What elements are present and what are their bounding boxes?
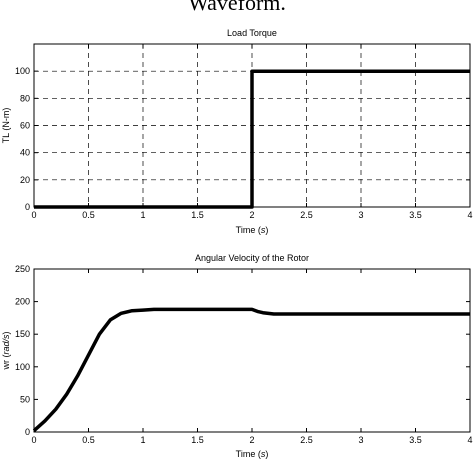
y-tick-label: 0 [25, 427, 30, 437]
y-tick-label: 250 [15, 264, 30, 274]
plot-frame [33, 268, 471, 433]
x-tick-label: 0.5 [82, 435, 95, 445]
data-series [32, 307, 470, 433]
x-tick-label: 1.5 [191, 435, 204, 445]
x-tick-label: 0.5 [82, 210, 95, 220]
x-tick-label: 1.5 [191, 210, 204, 220]
x-axis-label: Time (s) [236, 449, 269, 459]
y-tick-label: 150 [15, 329, 30, 339]
x-tick-label: 4 [467, 210, 472, 220]
series-line [32, 307, 470, 433]
y-tick-label: 50 [20, 394, 30, 404]
x-tick-label: 0 [31, 435, 36, 445]
y-tick-label: 80 [20, 93, 30, 103]
y-axis-label: wr (rad/s) [1, 331, 11, 370]
data-series [34, 69, 470, 209]
x-tick-label: 2.5 [300, 435, 313, 445]
load-torque-chart: Load Torque 0 0.5 1 1.5 2 2.5 3 3.5 402040608010… [1, 28, 473, 235]
axis-ticks: 0 0.5 1 1.5 2 2.5 3 3.5 4 0 50 100 150 200 250 [15, 264, 473, 445]
y-tick-label: 200 [15, 297, 30, 307]
y-tick-label: 40 [20, 148, 30, 158]
x-tick-label: 1 [140, 210, 145, 220]
chart-title: Angular Velocity of the Rotor [195, 253, 309, 263]
y-tick-label: 0 [25, 202, 30, 212]
x-tick-label: 2 [249, 210, 254, 220]
x-tick-label: 1 [140, 435, 145, 445]
x-tick-label: 2 [249, 435, 254, 445]
y-tick-label: 100 [15, 66, 30, 76]
x-axis-label: Time (s) [236, 225, 269, 235]
x-tick-label: 4 [467, 435, 472, 445]
figure-title: Waveform. [188, 0, 286, 15]
series-line [34, 69, 470, 209]
x-tick-label: 3.5 [409, 210, 422, 220]
y-tick-label: 60 [20, 121, 30, 131]
x-tick-label: 3 [358, 210, 363, 220]
angular-velocity-chart: Angular Velocity of the Rotor 0 0.5 1 1.5 2 2… [1, 253, 473, 459]
chart-title: Load Torque [227, 28, 277, 38]
x-tick-label: 3 [358, 435, 363, 445]
x-tick-label: 3.5 [409, 435, 422, 445]
y-tick-label: 20 [20, 175, 30, 185]
x-tick-label: 2.5 [300, 210, 313, 220]
x-tick-label: 0 [31, 210, 36, 220]
y-tick-label: 100 [15, 362, 30, 372]
y-axis-label: TL (N-m) [1, 108, 11, 144]
